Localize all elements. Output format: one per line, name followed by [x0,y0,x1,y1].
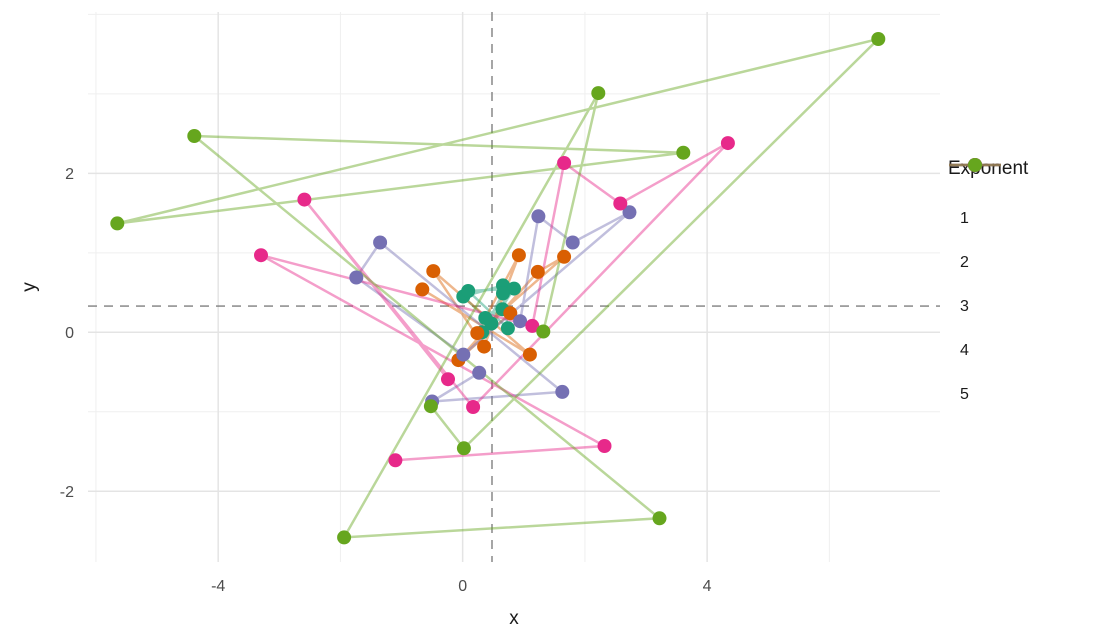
data-point-exponent-4 [525,318,540,333]
legend: Exponent 1 2 3 4 5 [948,156,1028,417]
data-point-exponent-2 [503,306,518,321]
data-point-exponent-4 [557,156,572,170]
data-point-exponent-3 [565,235,580,250]
data-point-exponent-4 [613,196,628,211]
legend-item-3: 3 [948,158,1028,329]
data-point-exponent-5 [591,86,606,101]
y-axis-title: y [19,282,40,292]
data-point-exponent-5 [871,32,886,46]
legend-key-icon [949,158,1001,172]
data-point-exponent-2 [477,339,492,354]
data-point-exponent-4 [466,400,481,414]
legend-item-label: 2 [960,254,969,271]
data-point-exponent-2 [557,249,572,264]
data-point-exponent-5 [337,530,352,545]
x-axis-title: x [509,608,519,629]
data-point-exponent-5 [456,441,471,456]
data-point-exponent-5 [423,399,438,414]
legend-title: Exponent [948,158,1029,179]
data-point-exponent-3 [513,314,528,329]
x-tick-label: 4 [703,578,712,595]
data-point-exponent-3 [555,384,570,399]
data-point-exponent-5 [536,324,551,339]
data-point-exponent-3 [349,270,364,285]
x-tick-label: 0 [458,578,467,595]
data-point-exponent-2 [426,264,441,279]
data-point-exponent-5 [187,129,202,143]
y-tick-label: 2 [65,166,74,183]
legend-item-4: 4 [948,158,1028,373]
legend-item-1: 1 [948,158,1028,241]
series-path-exponent-5 [117,36,883,539]
data-point-exponent-3 [456,347,471,362]
data-point-exponent-1 [500,321,515,336]
data-point-exponent-2 [511,248,526,263]
data-point-exponent-2 [530,264,545,279]
data-point-exponent-4 [441,372,455,387]
data-point-exponent-3 [472,365,487,380]
data-point-exponent-2 [470,326,485,341]
data-point-exponent-5 [110,216,125,231]
legend-item-label: 3 [960,298,969,315]
data-point-exponent-4 [297,192,312,207]
legend-item-label: 1 [960,210,969,227]
data-point-exponent-4 [597,439,612,453]
data-point-exponent-1 [461,284,476,298]
data-point-exponent-2 [415,282,430,297]
legend-rows: 1 2 3 4 5 [948,158,1028,417]
data-point-exponent-1 [496,286,510,301]
series-path-exponent-4 [260,142,729,462]
y-tick-label: -2 [60,484,74,501]
data-point-exponent-3 [622,205,637,220]
data-point-exponent-2 [522,347,537,362]
data-point-exponent-5 [652,511,667,526]
legend-item-label: 4 [960,342,969,359]
series-path-exponent-3 [354,211,631,403]
x-tick-label: -4 [211,578,225,595]
data-point-exponent-5 [676,145,691,160]
data-point-exponent-3 [373,235,388,250]
data-point-exponent-4 [720,136,735,151]
data-point-exponent-4 [388,453,403,468]
data-point-exponent-3 [531,209,546,224]
data-point-exponent-4 [254,248,268,263]
data-point-exponent-1 [478,311,493,325]
legend-item-label: 5 [960,386,969,403]
y-tick-label: 0 [65,325,74,342]
legend-item-5: 5 [948,158,1028,417]
data-point-exponent-1 [507,281,521,296]
legend-item-2: 2 [948,158,1028,285]
